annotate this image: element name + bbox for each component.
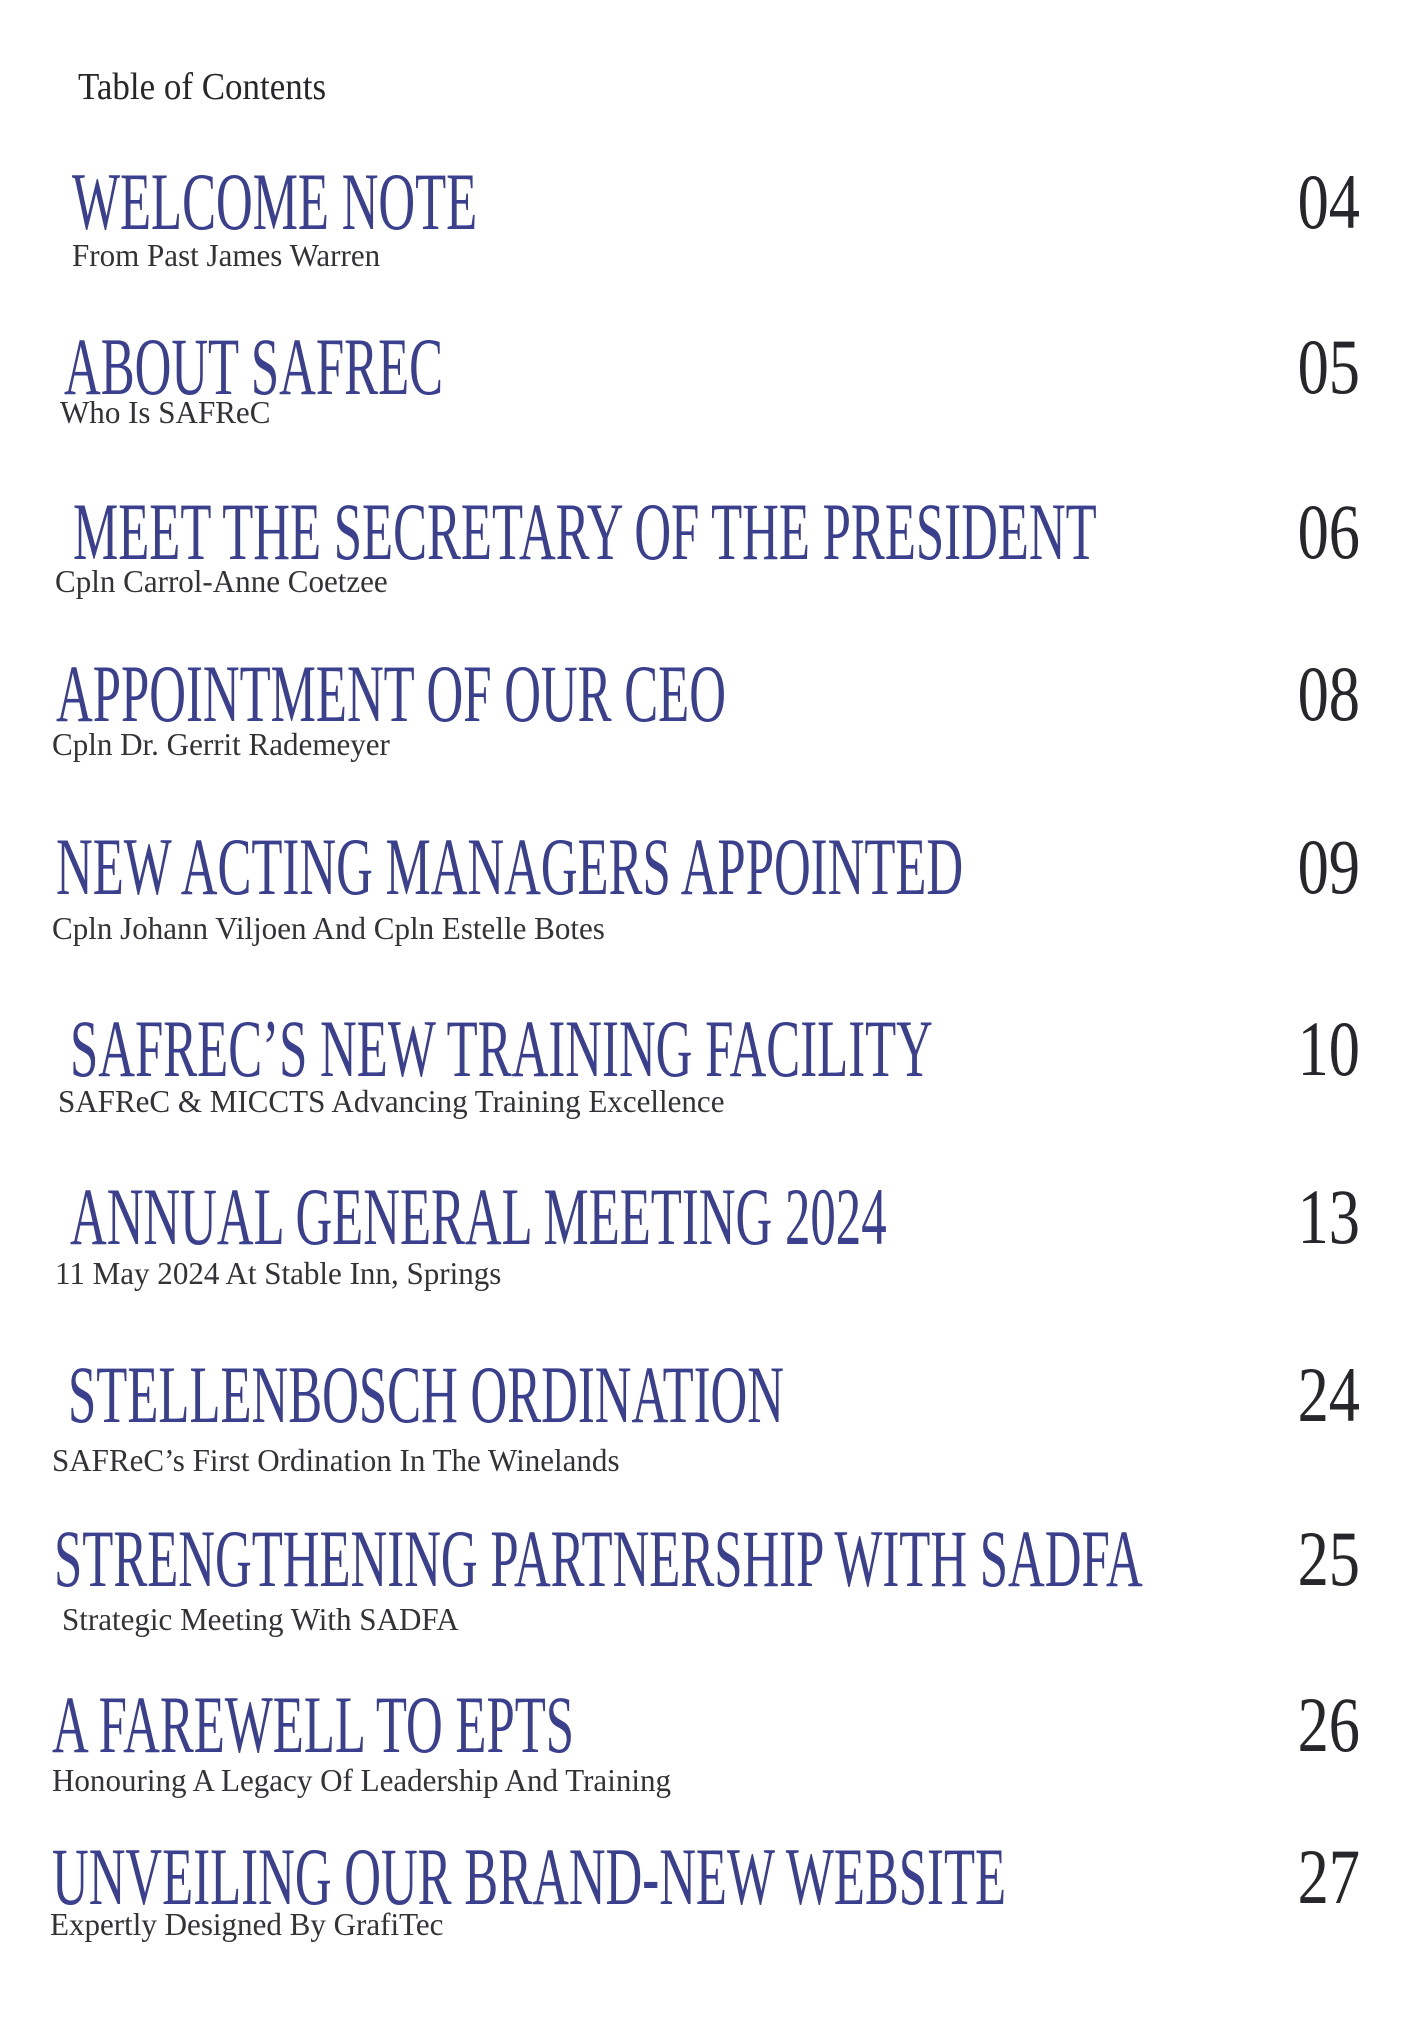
- toc-entry[interactable]: ANNUAL GENERAL MEETING 2024 11 May 2024 …: [0, 1171, 1428, 1291]
- entry-page-number: 06: [1297, 488, 1360, 575]
- toc-entry[interactable]: WELCOME NOTE From Past James Warren 04: [0, 156, 1428, 273]
- entry-page-number: 13: [1297, 1173, 1360, 1260]
- entry-page-number: 26: [1297, 1681, 1360, 1768]
- entry-title: MEET THE SECRETARY OF THE PRESIDENT: [73, 486, 1097, 577]
- entry-page-number: 10: [1297, 1005, 1360, 1092]
- entry-title: STELLENBOSCH ORDINATION: [68, 1349, 784, 1440]
- toc-entry[interactable]: APPOINTMENT OF OUR CEO Cpln Dr. Gerrit R…: [0, 648, 1428, 762]
- toc-entry[interactable]: NEW ACTING MANAGERS APPOINTED Cpln Johan…: [0, 821, 1428, 946]
- toc-entry[interactable]: STRENGTHENING PARTNERSHIP WITH SADFA Str…: [0, 1513, 1428, 1637]
- entry-subtitle: Cpln Carrol-Anne Coetzee: [55, 563, 388, 599]
- entry-page-number: 27: [1297, 1833, 1360, 1920]
- entry-subtitle: From Past James Warren: [72, 237, 381, 273]
- entry-subtitle: SAFReC’s First Ordination In The Winelan…: [52, 1442, 620, 1478]
- page-title-text: Table of Contents: [78, 66, 327, 108]
- entry-subtitle: Honouring A Legacy Of Leadership And Tra…: [52, 1762, 671, 1798]
- toc-entry[interactable]: UNVEILING OUR BRAND-NEW WEBSITE Expertly…: [0, 1831, 1428, 1942]
- entry-page-number: 25: [1297, 1515, 1360, 1602]
- page-title: Table of Contents: [78, 68, 348, 106]
- entry-page-number: 04: [1297, 158, 1360, 245]
- toc-entry[interactable]: ABOUT SAFREC Who Is SAFReC 05: [0, 321, 1428, 430]
- entry-title: APPOINTMENT OF OUR CEO: [56, 648, 726, 739]
- toc-entry[interactable]: STELLENBOSCH ORDINATION SAFReC’s First O…: [0, 1349, 1428, 1478]
- entry-subtitle: Who Is SAFReC: [60, 394, 271, 430]
- entry-title: A FAREWELL TO EPTS: [52, 1679, 575, 1770]
- entry-title: UNVEILING OUR BRAND-NEW WEBSITE: [52, 1831, 1007, 1922]
- entry-subtitle: Cpln Dr. Gerrit Rademeyer: [52, 726, 390, 762]
- entry-subtitle: Strategic Meeting With SADFA: [62, 1601, 459, 1637]
- entry-title: STRENGTHENING PARTNERSHIP WITH SADFA: [54, 1513, 1143, 1604]
- toc-entry[interactable]: SAFREC’S NEW TRAINING FACILITY SAFReC & …: [0, 1003, 1428, 1119]
- entry-subtitle: Cpln Johann Viljoen And Cpln Estelle Bot…: [52, 910, 605, 946]
- entry-title: ABOUT SAFREC: [64, 321, 444, 412]
- entry-subtitle: SAFReC & MICCTS Advancing Training Excel…: [58, 1083, 725, 1119]
- entry-title: NEW ACTING MANAGERS APPOINTED: [56, 821, 964, 912]
- entry-subtitle: Expertly Designed By GrafiTec: [50, 1906, 444, 1942]
- toc-entry[interactable]: MEET THE SECRETARY OF THE PRESIDENT Cpln…: [0, 486, 1428, 599]
- toc-entry[interactable]: A FAREWELL TO EPTS Honouring A Legacy Of…: [0, 1679, 1428, 1798]
- entry-title: ANNUAL GENERAL MEETING 2024: [70, 1171, 887, 1262]
- entry-title: SAFREC’S NEW TRAINING FACILITY: [70, 1003, 933, 1094]
- entry-page-number: 24: [1297, 1351, 1360, 1438]
- entry-subtitle: 11 May 2024 At Stable Inn, Springs: [55, 1255, 502, 1291]
- entry-title: WELCOME NOTE: [72, 156, 478, 247]
- entry-page-number: 09: [1297, 823, 1360, 910]
- entry-page-number: 05: [1297, 323, 1360, 410]
- entry-page-number: 08: [1297, 650, 1360, 737]
